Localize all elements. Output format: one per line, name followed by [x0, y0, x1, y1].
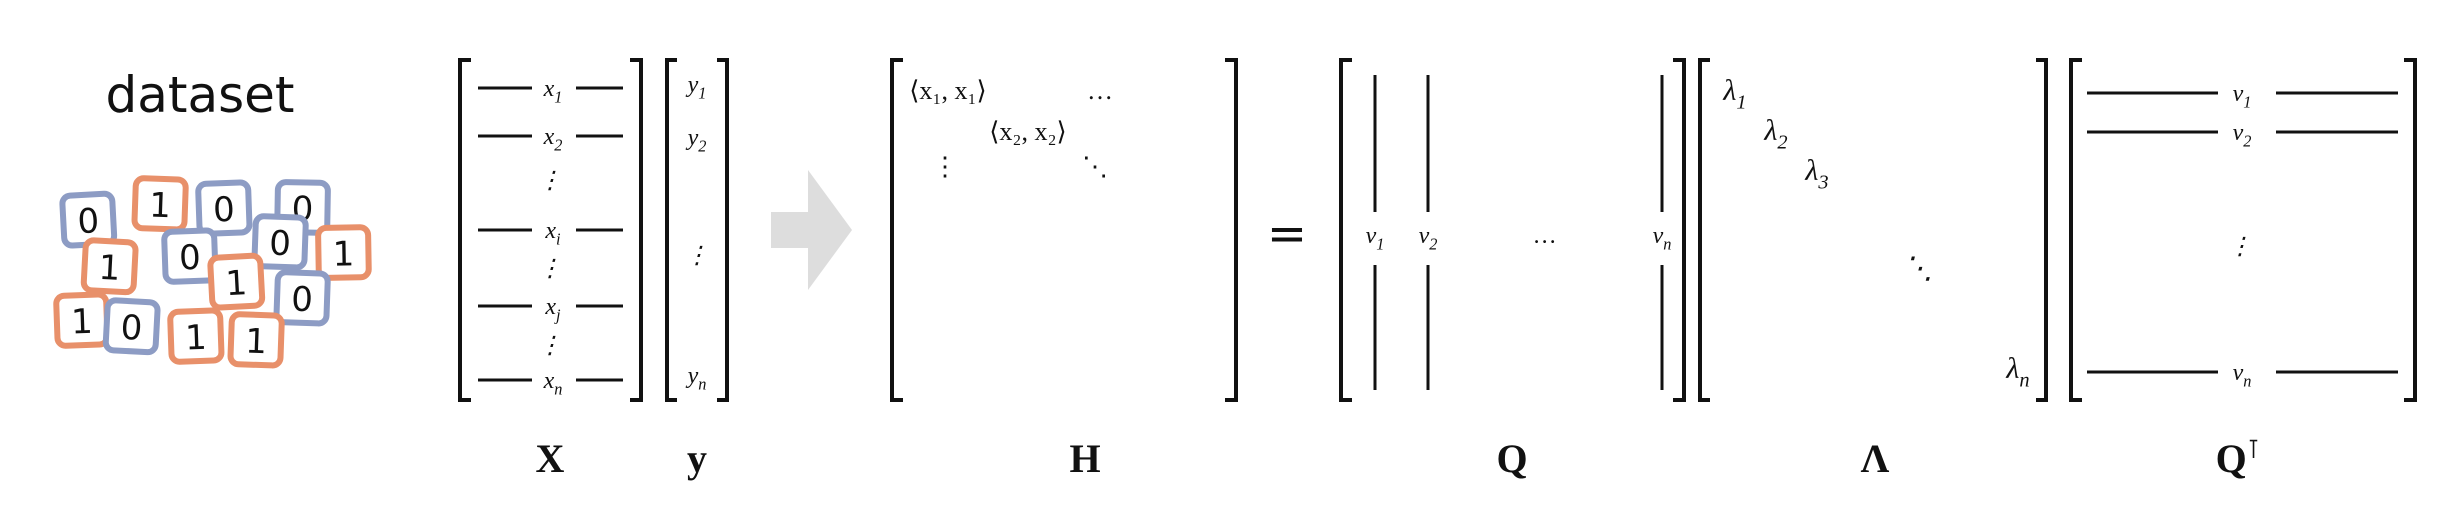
digit-card: 0 [59, 190, 118, 249]
digit-card: 0 [195, 179, 253, 237]
digit-glyph: 1 [70, 302, 93, 343]
digit-card: 1 [315, 224, 372, 281]
digit-glyph: 0 [212, 190, 235, 231]
q-column-label: vn [1653, 223, 1672, 254]
digit-card: 1 [227, 311, 285, 369]
digit-card: 0 [102, 297, 161, 356]
x-row-label: xi [544, 218, 561, 249]
dataset-title: dataset [105, 66, 294, 124]
qt-vdots: ⋮ [2228, 234, 2252, 260]
matrix-q [1339, 58, 1686, 402]
h-entry-22: ⟨x₂, x₂⟩ [989, 117, 1066, 146]
digit-card: 1 [131, 175, 189, 233]
lambda-entry: λ2 [1763, 114, 1787, 153]
x-vdots: ⋮ [538, 168, 562, 194]
digit-glyph: 0 [291, 279, 314, 320]
label-y: y [687, 436, 707, 481]
h-entry-ddots: ⋱ [1082, 152, 1108, 181]
matrix-q-columns: v1 v2 … vn [1366, 75, 1672, 390]
matrix-x [458, 58, 643, 402]
y-row-label: y1 [686, 72, 707, 103]
matrix-lambda [1698, 58, 2048, 402]
digit-glyph: 1 [184, 318, 207, 359]
matrix-lambda-diagonal: λ1 λ2 λ3 ⋱ λn [1722, 74, 2029, 391]
x-row-label: xj [544, 294, 561, 325]
qt-row-label: v2 [2233, 120, 2252, 151]
matrix-x-rows: x1 x2 ⋮ xi ⋮ xj ⋮ xn [478, 76, 623, 399]
q-column-label: v2 [1419, 223, 1438, 254]
q-hdots: … [1534, 223, 1555, 249]
label-q-transpose: Q⊺ [2216, 435, 2261, 481]
h-entry-vdots: ⋮ [932, 152, 958, 181]
lambda-entry: λn [2005, 352, 2029, 391]
digit-glyph: 0 [77, 201, 101, 242]
digit-card: 0 [251, 213, 309, 271]
lambda-entry: λ1 [1722, 74, 1746, 113]
x-vdots: ⋮ [538, 256, 562, 282]
digit-cards: 0 1 0 01 0 0 11 01 0 1 1 [53, 175, 372, 369]
y-row-label: yn [686, 363, 707, 394]
matrix-h [890, 58, 1238, 402]
matrix-qt-rows: v1 v2 ⋮ vn [2087, 81, 2398, 391]
right-arrow-icon [771, 170, 852, 290]
digit-card: 1 [53, 291, 111, 349]
digit-glyph: 1 [245, 321, 268, 362]
digit-glyph: 0 [120, 308, 144, 349]
h-entry-dots: … [1087, 76, 1113, 105]
x-row-label: xn [543, 368, 563, 399]
x-row-label: x1 [543, 76, 563, 107]
y-vdots: ⋮ [685, 243, 709, 269]
digit-glyph: 1 [149, 185, 172, 226]
vector-y-rows: y1 y2 ⋮ yn [685, 72, 709, 394]
lambda-entry: λ3 [1804, 154, 1828, 193]
matrix-q-transpose [2069, 58, 2417, 402]
label-h: H [1069, 436, 1100, 481]
qt-row-label: vn [2233, 360, 2252, 391]
x-row-label: x2 [543, 124, 563, 155]
lambda-ddots: ⋱ [1903, 252, 1933, 285]
label-q: Q [1496, 436, 1527, 481]
digit-glyph: 1 [225, 263, 249, 304]
vector-y [665, 58, 729, 402]
digit-glyph: 1 [98, 248, 122, 289]
label-x: X [536, 436, 565, 481]
qt-row-label: v1 [2233, 81, 2252, 112]
digit-card: 0 [273, 269, 331, 327]
digit-glyph: 1 [332, 234, 354, 274]
digit-card: 1 [80, 237, 139, 296]
digit-glyph: 0 [269, 223, 292, 264]
equals-sign: = [1267, 206, 1307, 262]
label-lambda: Λ [1861, 436, 1890, 481]
q-column-label: v1 [1366, 223, 1385, 254]
digit-glyph: 0 [178, 238, 201, 279]
h-entry-11: ⟨x₁, x₁⟩ [909, 76, 986, 105]
y-row-label: y2 [686, 125, 707, 156]
digit-card: 1 [207, 252, 266, 311]
x-vdots: ⋮ [538, 333, 562, 359]
digit-card: 1 [167, 307, 225, 365]
